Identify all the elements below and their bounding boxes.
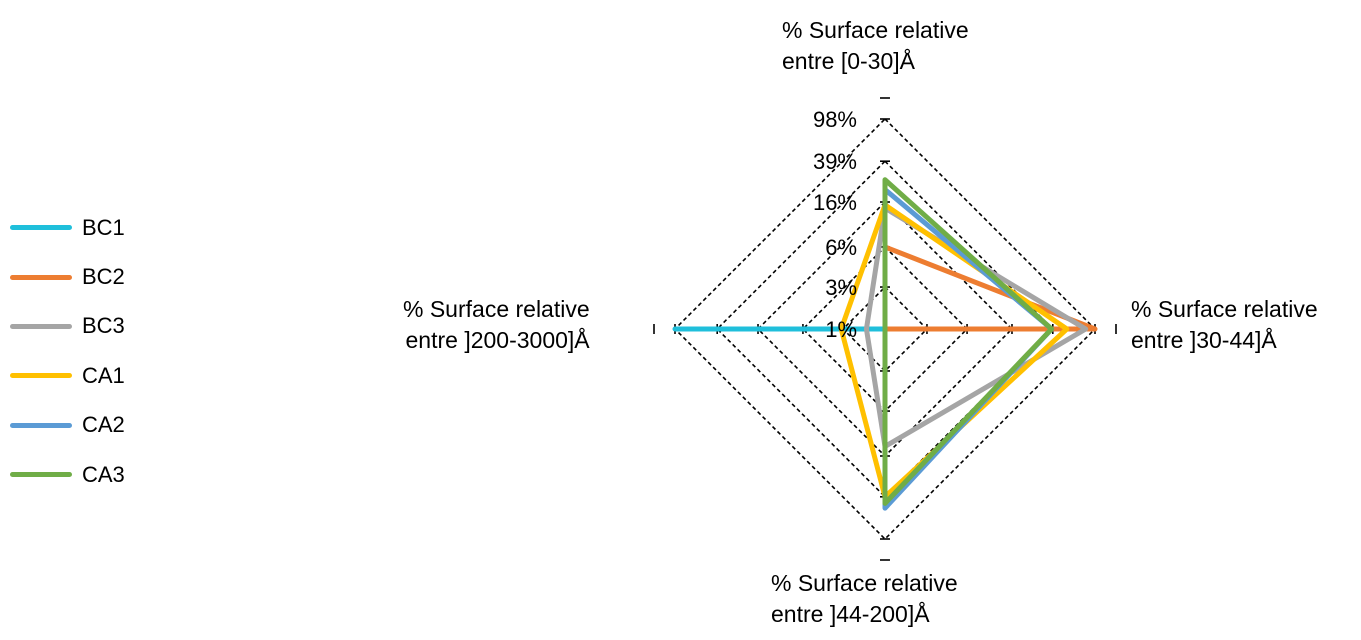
- legend-swatch: [10, 225, 72, 231]
- legend-item-bc2: BC2: [10, 252, 125, 301]
- tick-label: 16%: [813, 190, 857, 215]
- axis-title-top: % Surface relative entre [0-30]Å: [782, 15, 969, 77]
- legend-swatch: [10, 373, 72, 379]
- legend-swatch: [10, 472, 72, 478]
- legend-swatch: [10, 422, 72, 428]
- legend-label: BC1: [82, 214, 125, 240]
- tick-label: 1%: [825, 317, 857, 342]
- axis-title-line: entre ]200-3000]Å: [405, 327, 590, 353]
- tick-labels: 1% 3% 6% 16% 39% 98%: [813, 107, 857, 342]
- legend-label: CA1: [82, 362, 125, 388]
- grid-ring: [716, 160, 1054, 498]
- legend-item-ca3: CA3: [10, 450, 125, 499]
- legend-label: CA2: [82, 412, 125, 438]
- series-lines: [672, 177, 1098, 511]
- axis-title-line: % Surface relative: [1131, 296, 1318, 322]
- legend-swatch: [10, 274, 72, 280]
- axis-title-line: entre ]44-200]Å: [771, 601, 930, 627]
- series-line-ca3: [882, 177, 1055, 506]
- axis-title-right: % Surface relative entre ]30-44]Å: [1131, 294, 1318, 356]
- axis-title-bottom: % Surface relative entre ]44-200]Å: [771, 568, 958, 630]
- legend-label: BC3: [82, 313, 125, 339]
- tick-label: 3%: [825, 275, 857, 300]
- legend: BC1 BC2 BC3 CA1 CA2 CA3: [10, 203, 125, 499]
- series-line-ca2: [882, 187, 1055, 511]
- axis-title-line: entre ]30-44]Å: [1131, 327, 1277, 353]
- legend-item-ca2: CA2: [10, 401, 125, 450]
- tick-label: 98%: [813, 107, 857, 132]
- legend-swatch: [10, 323, 72, 329]
- axis-title-line: % Surface relative: [771, 570, 958, 596]
- legend-label: BC2: [82, 264, 125, 290]
- axis-title-line: % Surface relative: [782, 17, 969, 43]
- legend-item-ca1: CA1: [10, 351, 125, 400]
- tick-label: 39%: [813, 149, 857, 174]
- tick-label: 6%: [825, 235, 857, 260]
- axis-title-line: % Surface relative: [403, 296, 590, 322]
- grid-ring: [673, 117, 1097, 541]
- legend-item-bc1: BC1: [10, 203, 125, 252]
- legend-item-bc3: BC3: [10, 302, 125, 351]
- axis-title-line: entre [0-30]Å: [782, 48, 915, 74]
- legend-label: CA3: [82, 461, 125, 487]
- grid-ring: [841, 285, 929, 373]
- axis-title-left: % Surface relative entre ]200-3000]Å: [403, 294, 590, 356]
